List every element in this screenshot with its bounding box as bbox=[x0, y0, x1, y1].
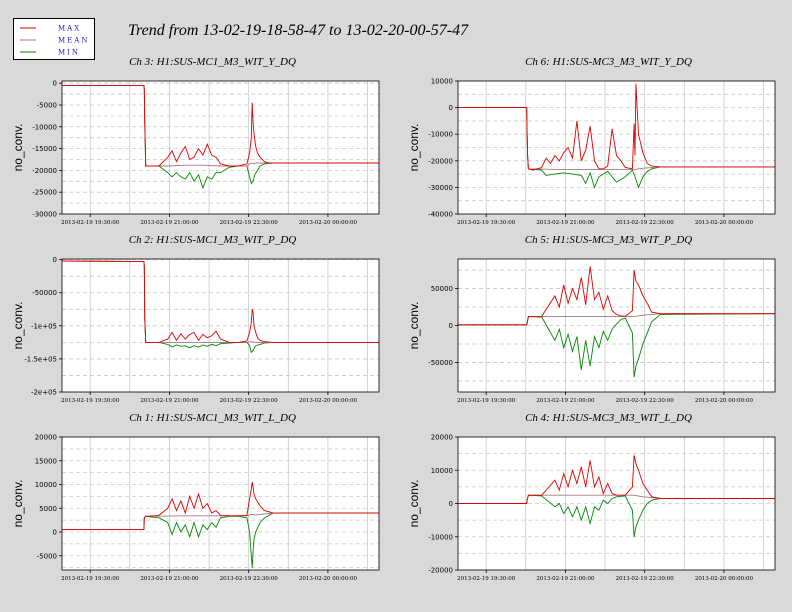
plot-area-ch1 bbox=[62, 437, 379, 570]
ytick-label: -10000 bbox=[32, 123, 57, 131]
xtick-label: 2013-02-20 00:00:00 bbox=[299, 398, 358, 404]
ytick-label: -20000 bbox=[428, 567, 453, 575]
ytick-label: -5000 bbox=[37, 101, 57, 109]
panel-ch2: Ch 2: H1:SUS-MC1_M3_WIT_P_DQ 0 -50000 -1e+0… bbox=[11, 234, 380, 404]
ytick-label: 0 bbox=[53, 256, 57, 264]
xtick-label: 2013-02-19 19:30:00 bbox=[457, 398, 516, 404]
ylabel-ch3: no_conv. bbox=[11, 124, 25, 172]
ytick-label: -10000 bbox=[428, 533, 453, 541]
ytick-label: 10000 bbox=[431, 467, 453, 475]
ytick-label: 0 bbox=[53, 529, 57, 537]
chart-title-ch1: Ch 1: H1:SUS-MC1_M3_WIT_L_DQ bbox=[129, 412, 296, 424]
ylabel-ch1: no_conv. bbox=[11, 480, 25, 528]
xtick-label: 2013-02-19 22:30:00 bbox=[616, 220, 675, 226]
plot-frame-ch1 bbox=[61, 436, 380, 571]
ylabel-ch4: no_conv. bbox=[407, 480, 421, 528]
ytick-label: -1e+05 bbox=[31, 322, 57, 330]
series-max-ch4 bbox=[458, 455, 775, 504]
xtick-label: 2013-02-19 19:30:00 bbox=[61, 576, 120, 582]
ytick-label: -40000 bbox=[428, 211, 453, 219]
xtick-label: 2013-02-19 22:30:00 bbox=[220, 220, 279, 226]
ytick-label: 0 bbox=[449, 322, 453, 330]
legend-label-min: MIN bbox=[58, 49, 80, 57]
ytick-label: 5000 bbox=[39, 505, 57, 513]
panel-ch6: Ch 6: H1:SUS-MC3_M3_WIT_Y_DQ 10000 0 -10000… bbox=[407, 56, 776, 226]
xtick-label: 2013-02-19 22:30:00 bbox=[220, 398, 279, 404]
series-max-ch1 bbox=[62, 482, 379, 531]
series-min-ch4 bbox=[458, 494, 775, 537]
ytick-label: -20000 bbox=[428, 157, 453, 165]
xtick-label: 2013-02-19 19:30:00 bbox=[61, 220, 120, 226]
ytick-label: -30000 bbox=[428, 184, 453, 192]
chart-title-ch4: Ch 4: H1:SUS-MC3_M3_WIT_L_DQ bbox=[525, 412, 692, 424]
chart-title-ch5: Ch 5: H1:SUS-MC3_M3_WIT_P_DQ bbox=[525, 234, 692, 246]
xtick-label: 2013-02-19 21:00:00 bbox=[140, 576, 199, 582]
ytick-label: -5000 bbox=[37, 552, 57, 560]
chart-title-ch3: Ch 3: H1:SUS-MC1_M3_WIT_Y_DQ bbox=[129, 56, 296, 68]
xtick-label: 2013-02-19 21:00:00 bbox=[536, 576, 595, 582]
legend-label-max: MAX bbox=[58, 25, 81, 33]
series-min-ch5 bbox=[458, 313, 776, 378]
ytick-label: -50000 bbox=[32, 289, 57, 297]
plot-frame-ch6 bbox=[457, 80, 776, 215]
ytick-label: -25000 bbox=[32, 189, 57, 197]
ytick-label: 20000 bbox=[35, 434, 57, 442]
ytick-label: 20000 bbox=[431, 434, 453, 442]
panel-ch5: Ch 5: H1:SUS-MC3_M3_WIT_P_DQ 50000 0 -50000… bbox=[407, 234, 776, 404]
panel-ch3: Ch 3: H1:SUS-MC1_M3_WIT_Y_DQ 0 -5000 -10000… bbox=[11, 56, 380, 226]
ytick-label: -10000 bbox=[428, 131, 453, 139]
xtick-label: 2013-02-20 00:00:00 bbox=[299, 576, 358, 582]
series-max-ch2 bbox=[61, 260, 379, 343]
xtick-label: 2013-02-20 00:00:00 bbox=[695, 576, 754, 582]
series-min-ch1 bbox=[62, 512, 379, 568]
main-title: Trend from 13-02-19-18-58-47 to 13-02-20… bbox=[128, 22, 469, 39]
legend: MAX MEAN MIN bbox=[13, 18, 95, 60]
xtick-label: 2013-02-19 21:00:00 bbox=[536, 398, 595, 404]
ytick-label: 10000 bbox=[35, 481, 57, 489]
xtick-label: 2013-02-19 21:00:00 bbox=[140, 398, 199, 404]
ytick-label: -1.5e+05 bbox=[24, 355, 57, 363]
ytick-label: -15000 bbox=[32, 145, 57, 153]
xtick-label: 2013-02-19 19:30:00 bbox=[61, 398, 120, 404]
xtick-label: 2013-02-20 00:00:00 bbox=[299, 220, 358, 226]
xtick-label: 2013-02-19 22:30:00 bbox=[220, 576, 279, 582]
xtick-label: 2013-02-20 00:00:00 bbox=[695, 220, 754, 226]
xtick-label: 2013-02-19 22:30:00 bbox=[616, 576, 675, 582]
ytick-label: -20000 bbox=[32, 167, 57, 175]
panel-ch4: Ch 4: H1:SUS-MC3_M3_WIT_L_DQ 20000 10000 0 -… bbox=[407, 412, 776, 582]
ylabel-ch2: no_conv. bbox=[11, 302, 25, 350]
legend-entries: MAX MEAN MIN bbox=[20, 25, 89, 57]
ytick-label: -30000 bbox=[32, 211, 57, 219]
series-max-ch3 bbox=[62, 84, 379, 167]
ytick-label: 15000 bbox=[35, 457, 57, 465]
legend-label-mean: MEAN bbox=[58, 37, 89, 45]
xtick-label: 2013-02-19 22:30:00 bbox=[616, 398, 675, 404]
ytick-label: 0 bbox=[449, 104, 453, 112]
xtick-label: 2013-02-19 21:00:00 bbox=[140, 220, 199, 226]
xtick-label: 2013-02-19 19:30:00 bbox=[457, 220, 516, 226]
ytick-label: 0 bbox=[53, 80, 57, 88]
ytick-label: -50000 bbox=[428, 359, 453, 367]
ytick-label: -2e+05 bbox=[31, 389, 57, 397]
series-max-ch6 bbox=[458, 83, 775, 171]
xtick-label: 2013-02-19 19:30:00 bbox=[457, 576, 516, 582]
ylabel-ch5: no_conv. bbox=[407, 302, 421, 350]
ylabel-ch6: no_conv. bbox=[407, 124, 421, 172]
chart-title-ch6: Ch 6: H1:SUS-MC3_M3_WIT_Y_DQ bbox=[525, 56, 692, 68]
ytick-label: 0 bbox=[449, 500, 453, 508]
ytick-label: 50000 bbox=[431, 285, 453, 293]
plot-frame-ch3 bbox=[61, 80, 380, 215]
plot-area-ch3 bbox=[62, 81, 379, 214]
xtick-label: 2013-02-20 00:00:00 bbox=[695, 398, 754, 404]
panel-ch1: Ch 1: H1:SUS-MC1_M3_WIT_L_DQ 20000 15000 10… bbox=[11, 412, 380, 582]
series-max-ch5 bbox=[458, 266, 775, 326]
legend-svg: MAX MEAN MIN bbox=[20, 25, 89, 57]
xtick-label: 2013-02-19 21:00:00 bbox=[536, 220, 595, 226]
chart-title-ch2: Ch 2: H1:SUS-MC1_M3_WIT_P_DQ bbox=[129, 234, 296, 246]
ytick-label: 10000 bbox=[431, 78, 453, 86]
